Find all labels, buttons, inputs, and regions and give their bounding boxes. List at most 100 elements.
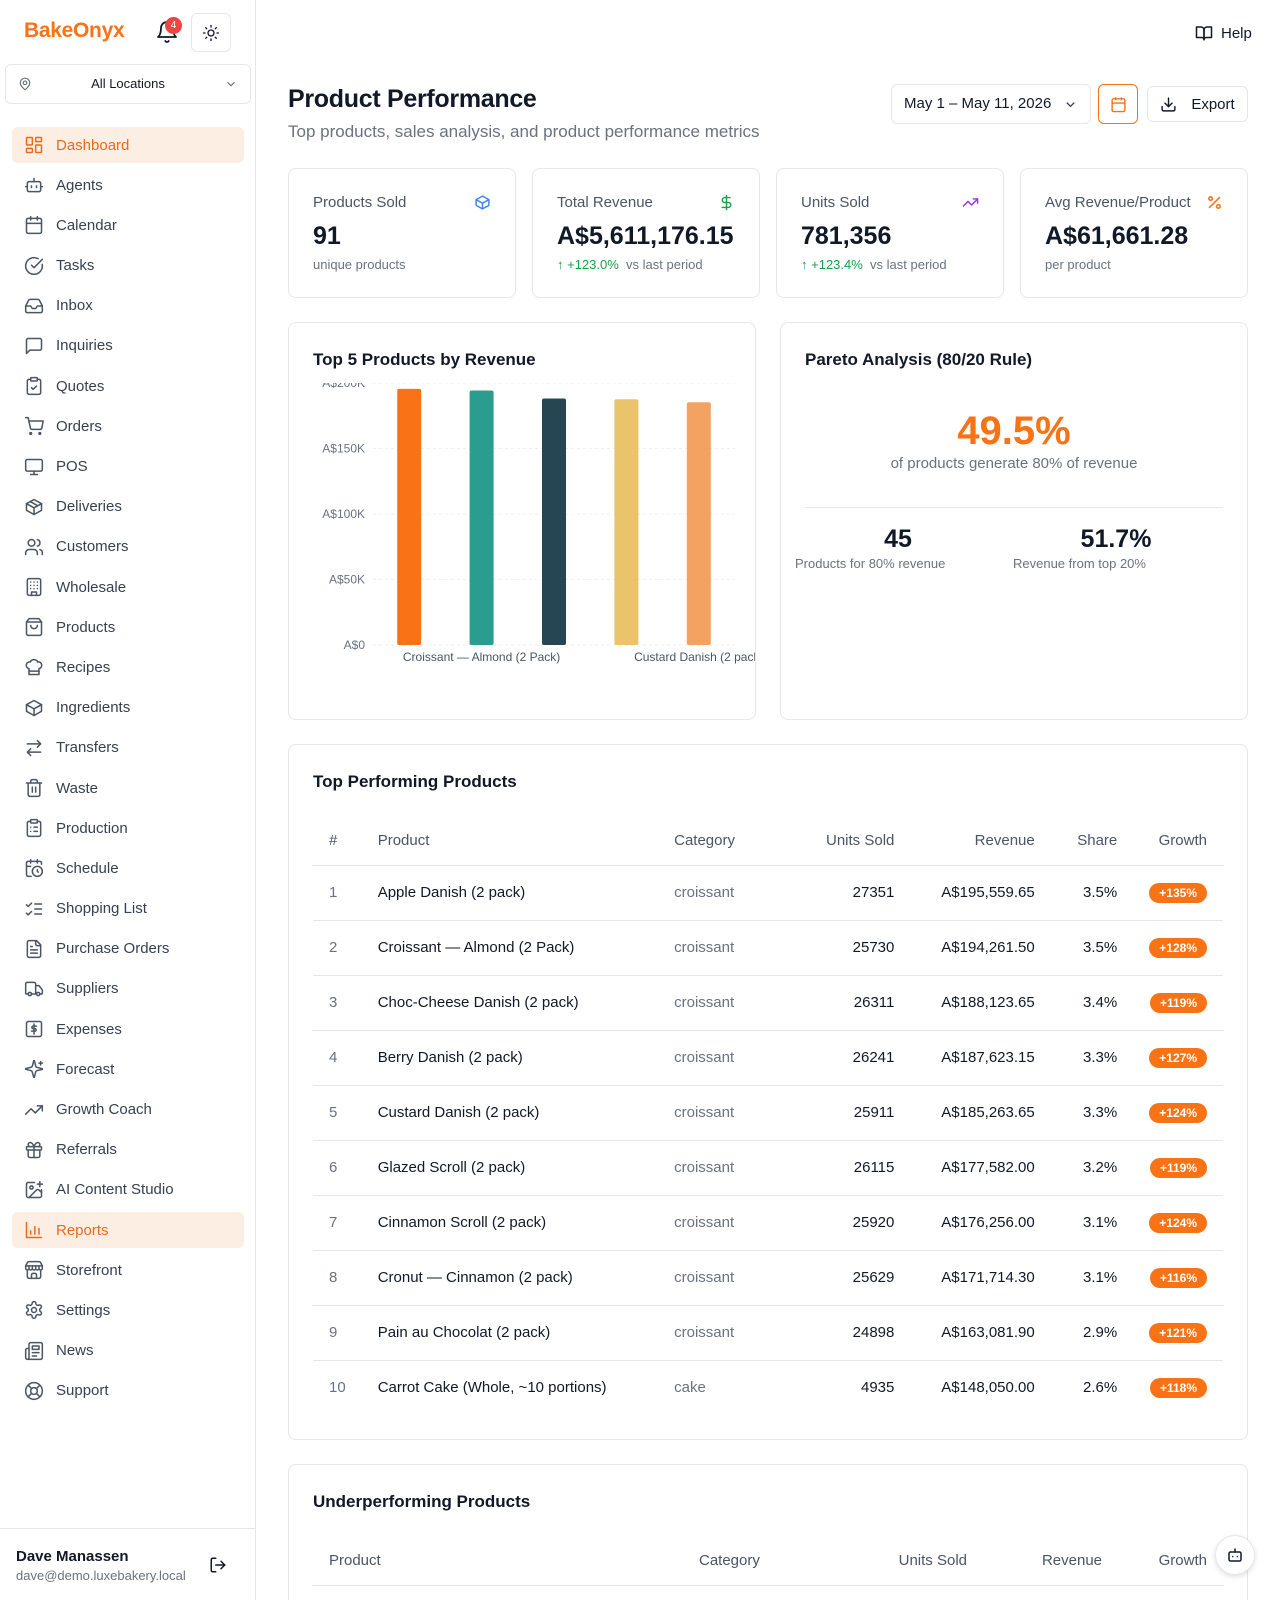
sidebar-item-label: Products bbox=[56, 618, 116, 636]
table-row[interactable]: 8 Cronut — Cinnamon (2 pack) croissant 2562… bbox=[313, 1250, 1223, 1306]
table-row[interactable]: 3 Choc-Cheese Danish (2 pack) croissant 263… bbox=[313, 975, 1223, 1031]
category-cell: croissant bbox=[658, 975, 773, 1031]
sidebar-item-inquiries[interactable]: Inquiries bbox=[12, 328, 244, 364]
box-icon bbox=[25, 699, 43, 716]
location-selector[interactable]: All Locations bbox=[5, 64, 251, 104]
sidebar-item-storefront[interactable]: Storefront bbox=[12, 1252, 244, 1288]
table-row[interactable]: 6 Glazed Scroll (2 pack) croissant 26115 A$1… bbox=[313, 1140, 1223, 1196]
growth-cell: +135% bbox=[1133, 865, 1223, 921]
units-cell: 24898 bbox=[772, 1305, 911, 1361]
sidebar-item-schedule[interactable]: Schedule bbox=[12, 850, 244, 886]
brand-logo[interactable]: BakeOnyx bbox=[24, 19, 125, 42]
sidebar-item-news[interactable]: News bbox=[12, 1333, 244, 1369]
sidebar-item-label: Schedule bbox=[56, 859, 119, 877]
logout-icon[interactable] bbox=[209, 1556, 227, 1574]
col-share: Share bbox=[1050, 817, 1134, 866]
bar[interactable] bbox=[469, 390, 494, 645]
export-button[interactable]: Export bbox=[1147, 86, 1248, 122]
sidebar-item-agents[interactable]: Agents bbox=[12, 167, 244, 203]
sidebar-item-dashboard[interactable]: Dashboard bbox=[12, 127, 244, 163]
sidebar-item-products[interactable]: Products bbox=[12, 609, 244, 645]
sidebar-item-waste[interactable]: Waste bbox=[12, 770, 244, 806]
sidebar-item-deliveries[interactable]: Deliveries bbox=[12, 489, 244, 525]
units-cell: 25920 bbox=[772, 1195, 911, 1251]
sidebar-item-label: Waste bbox=[56, 779, 98, 797]
growth-cell: +118% bbox=[1133, 1360, 1223, 1415]
sidebar-item-reports[interactable]: Reports bbox=[12, 1212, 244, 1249]
sidebar-item-transfers[interactable]: Transfers bbox=[12, 730, 244, 766]
table-row[interactable]: 2 Croissant — Almond (2 Pack) croissant 257… bbox=[313, 920, 1223, 976]
growth-badge: +128% bbox=[1149, 937, 1207, 958]
pareto-card: Pareto Analysis (80/20 Rule) 49.5% of pr… bbox=[780, 322, 1248, 720]
sidebar-item-pos[interactable]: POS bbox=[12, 449, 244, 485]
table-row[interactable]: 4 Berry Danish (2 pack) croissant 26241 A$18… bbox=[313, 1030, 1223, 1086]
bar[interactable] bbox=[542, 398, 566, 645]
revenue-cell: A$187,623.15 bbox=[910, 1030, 1051, 1086]
chevron-down-icon bbox=[1066, 102, 1075, 108]
growth-badge: +127% bbox=[1149, 1047, 1207, 1068]
image-plus-icon bbox=[25, 1180, 44, 1199]
sidebar-item-calendar[interactable]: Calendar bbox=[12, 207, 244, 243]
sidebar-item-purchase-orders[interactable]: Purchase Orders bbox=[12, 931, 244, 967]
sidebar-item-label: News bbox=[56, 1342, 94, 1360]
col-revenue: Revenue bbox=[983, 1537, 1118, 1586]
sidebar-item-shopping-list[interactable]: Shopping List bbox=[12, 891, 244, 927]
inbox-icon bbox=[24, 298, 44, 314]
sidebar-item-orders[interactable]: Orders bbox=[12, 408, 244, 444]
table-title: Underperforming Products bbox=[313, 1492, 531, 1511]
sidebar-item-support[interactable]: Support bbox=[12, 1373, 244, 1409]
table-header-row: # Product Category Units Sold Revenue Sh… bbox=[313, 817, 1223, 866]
sidebar-item-quotes[interactable]: Quotes bbox=[12, 368, 244, 404]
bar[interactable] bbox=[686, 402, 711, 645]
pareto-left-label: Products for 80% revenue bbox=[795, 556, 946, 571]
table-row[interactable]: 10 Carrot Cake (Whole, ~10 portions) cake 4… bbox=[313, 1360, 1223, 1415]
growth-badge: +119% bbox=[1149, 992, 1207, 1013]
sidebar-item-tasks[interactable]: Tasks bbox=[12, 248, 244, 284]
sidebar-item-settings[interactable]: Settings bbox=[12, 1292, 244, 1328]
package-icon bbox=[25, 498, 43, 515]
product-cell: Croissant — Almond (2 Pack) bbox=[361, 920, 659, 976]
sidebar-item-recipes[interactable]: Recipes bbox=[12, 649, 244, 685]
sidebar-item-label: Purchase Orders bbox=[56, 940, 170, 958]
table-row[interactable]: 5 Custard Danish (2 pack) croissant 25911 A$… bbox=[313, 1085, 1223, 1141]
map-pin-icon bbox=[19, 77, 31, 91]
growth-badge: +118% bbox=[1149, 1377, 1207, 1398]
sidebar-item-ai-content-studio[interactable]: AI Content Studio bbox=[12, 1172, 244, 1208]
bar[interactable] bbox=[397, 388, 422, 645]
assistant-button[interactable] bbox=[1215, 1535, 1255, 1575]
help-link[interactable]: Help bbox=[1195, 24, 1252, 42]
sidebar-item-expenses[interactable]: Expenses bbox=[12, 1011, 244, 1047]
bar[interactable] bbox=[614, 399, 639, 645]
clipboard-list-icon bbox=[26, 819, 42, 838]
sidebar-item-referrals[interactable]: Referrals bbox=[12, 1132, 244, 1168]
store-icon bbox=[24, 1261, 44, 1280]
date-range-select[interactable]: May 1 – May 11, 2026 bbox=[891, 84, 1091, 124]
newspaper-icon bbox=[24, 1341, 44, 1360]
sidebar-item-customers[interactable]: Customers bbox=[12, 529, 244, 565]
table-row[interactable]: 7 Cinnamon Scroll (2 pack) croissant 25920 A… bbox=[313, 1195, 1223, 1251]
growth-badge: +116% bbox=[1149, 1267, 1207, 1288]
rank-cell: 8 bbox=[313, 1250, 362, 1306]
sidebar-item-forecast[interactable]: Forecast bbox=[12, 1051, 244, 1087]
calendar-picker-button[interactable] bbox=[1098, 84, 1138, 124]
growth-cell: +127% bbox=[1133, 1030, 1223, 1086]
sidebar-item-label: Forecast bbox=[56, 1060, 115, 1078]
sidebar-item-growth-coach[interactable]: Growth Coach bbox=[12, 1092, 244, 1128]
sidebar-item-suppliers[interactable]: Suppliers bbox=[12, 971, 244, 1007]
calendar-icon bbox=[1110, 96, 1126, 112]
sidebar-item-wholesale[interactable]: Wholesale bbox=[12, 569, 244, 605]
table-row[interactable]: 1 Apple Danish (2 pack) croissant 27351 A$19… bbox=[313, 865, 1223, 921]
sidebar-item-ingredients[interactable]: Ingredients bbox=[12, 690, 244, 726]
export-label: Export bbox=[1191, 95, 1235, 113]
sidebar-item-inbox[interactable]: Inbox bbox=[12, 288, 244, 324]
category-cell: cake bbox=[674, 1379, 706, 1397]
sidebar: BakeOnyx 4 All Locations Dashboard Agents… bbox=[0, 0, 256, 1600]
sidebar-item-production[interactable]: Production bbox=[12, 810, 244, 846]
sidebar-item-label: Support bbox=[56, 1382, 109, 1400]
table-row[interactable]: 9 Pain au Chocolat (2 pack) croissant 24898… bbox=[313, 1305, 1223, 1361]
growth-cell: +116% bbox=[1133, 1250, 1223, 1306]
message-square-icon bbox=[25, 337, 43, 355]
sidebar-item-label: Deliveries bbox=[56, 498, 122, 516]
theme-toggle-button[interactable] bbox=[191, 13, 231, 52]
y-tick-label: A$100K bbox=[322, 507, 365, 521]
